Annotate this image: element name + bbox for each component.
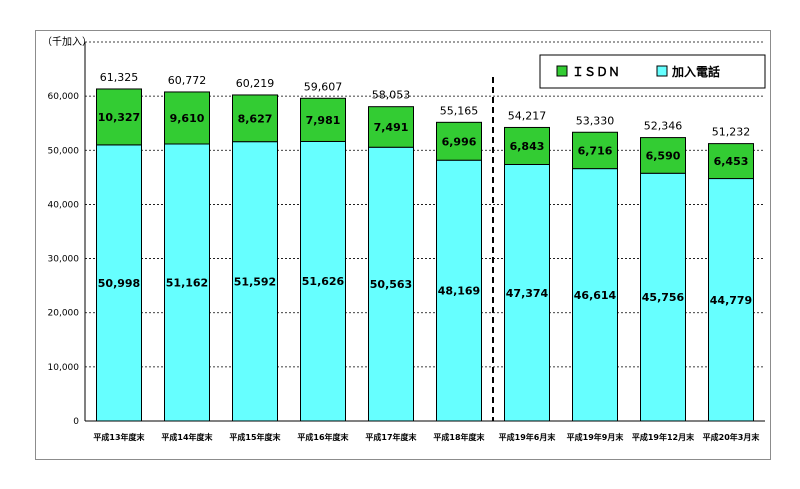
data-label-加入電話: 48,169 [438,285,480,298]
data-label-加入電話: 50,998 [98,277,140,290]
data-label-total: 60,772 [168,74,207,87]
legend-label-isdn: ＩＳＤＮ [572,65,620,79]
bar-isdn [232,94,278,143]
bar-isdn [300,97,346,142]
data-label-total: 59,607 [304,80,343,93]
x-tick-label: 平成20年3月末 [703,432,760,442]
data-label-total: 52,346 [644,120,683,133]
data-label-isdn: 8,627 [238,112,273,125]
y-tick-label: 60,000 [48,92,80,102]
y-unit-label: （千加入） [42,36,92,48]
x-tick-label: 平成17年度末 [365,432,416,442]
legend-swatch-加入電話 [656,65,668,77]
data-label-加入電話: 51,592 [234,275,276,288]
data-label-加入電話: 46,614 [574,289,617,302]
y-tick-label: 0 [73,417,79,427]
bar-isdn [708,143,754,180]
x-tick-label: 平成19年6月末 [499,432,556,442]
data-label-total: 51,232 [712,126,751,139]
bar-加入電話 [368,146,414,422]
data-label-isdn: 6,996 [442,135,477,148]
data-label-total: 53,330 [576,114,615,127]
data-label-isdn: 6,716 [578,144,613,157]
data-label-total: 61,325 [100,71,139,84]
x-tick-label: 平成18年度末 [433,432,484,442]
data-label-isdn: 6,843 [510,140,545,153]
x-tick-label: 平成19年9月末 [567,432,624,442]
data-label-加入電話: 44,779 [710,294,752,307]
y-tick-label: 40,000 [48,200,80,210]
legend-swatch-isdn [556,65,568,77]
data-label-isdn: 6,453 [714,155,749,168]
x-tick-label: 平成14年度末 [161,432,212,442]
bar-isdn [96,88,142,146]
data-label-total: 58,053 [372,89,411,102]
data-label-isdn: 6,590 [646,149,681,162]
bar-加入電話 [96,144,142,422]
data-label-isdn: 7,491 [374,121,409,134]
bar-isdn [164,91,210,145]
x-tick-label: 平成19年12月末 [632,432,694,442]
bar-加入電話 [164,143,210,422]
data-label-total: 54,217 [508,109,547,122]
y-tick-label: 50,000 [48,146,80,156]
bar-isdn [572,131,618,170]
data-label-isdn: 10,327 [98,111,140,124]
data-label-加入電話: 51,162 [166,276,208,289]
bar-isdn [504,126,550,166]
data-label-total: 60,219 [236,77,275,90]
y-tick-label: 30,000 [48,255,80,265]
bar-加入電話 [708,178,754,422]
x-tick-label: 平成15年度末 [229,432,280,442]
y-tick-label: 20,000 [48,309,80,319]
data-label-total: 55,165 [440,104,479,117]
bar-加入電話 [572,168,618,422]
bar-isdn [368,106,414,148]
legend-label-加入電話: 加入電話 [671,64,720,79]
bar-isdn [640,137,686,174]
bar-加入電話 [232,141,278,422]
bar-isdn [436,121,482,161]
data-label-isdn: 7,981 [306,114,341,127]
bar-加入電話 [436,159,482,422]
data-label-加入電話: 51,626 [302,275,345,288]
x-tick-label: 平成13年度末 [93,432,144,442]
data-label-加入電話: 50,563 [370,278,412,291]
data-label-加入電話: 45,756 [642,291,685,304]
bar-加入電話 [504,164,550,422]
x-tick-label: 平成16年度末 [297,432,348,442]
data-label-加入電話: 47,374 [506,287,549,300]
data-label-isdn: 9,610 [170,112,205,125]
legend-box [539,54,766,89]
y-tick-label: 10,000 [48,363,80,373]
